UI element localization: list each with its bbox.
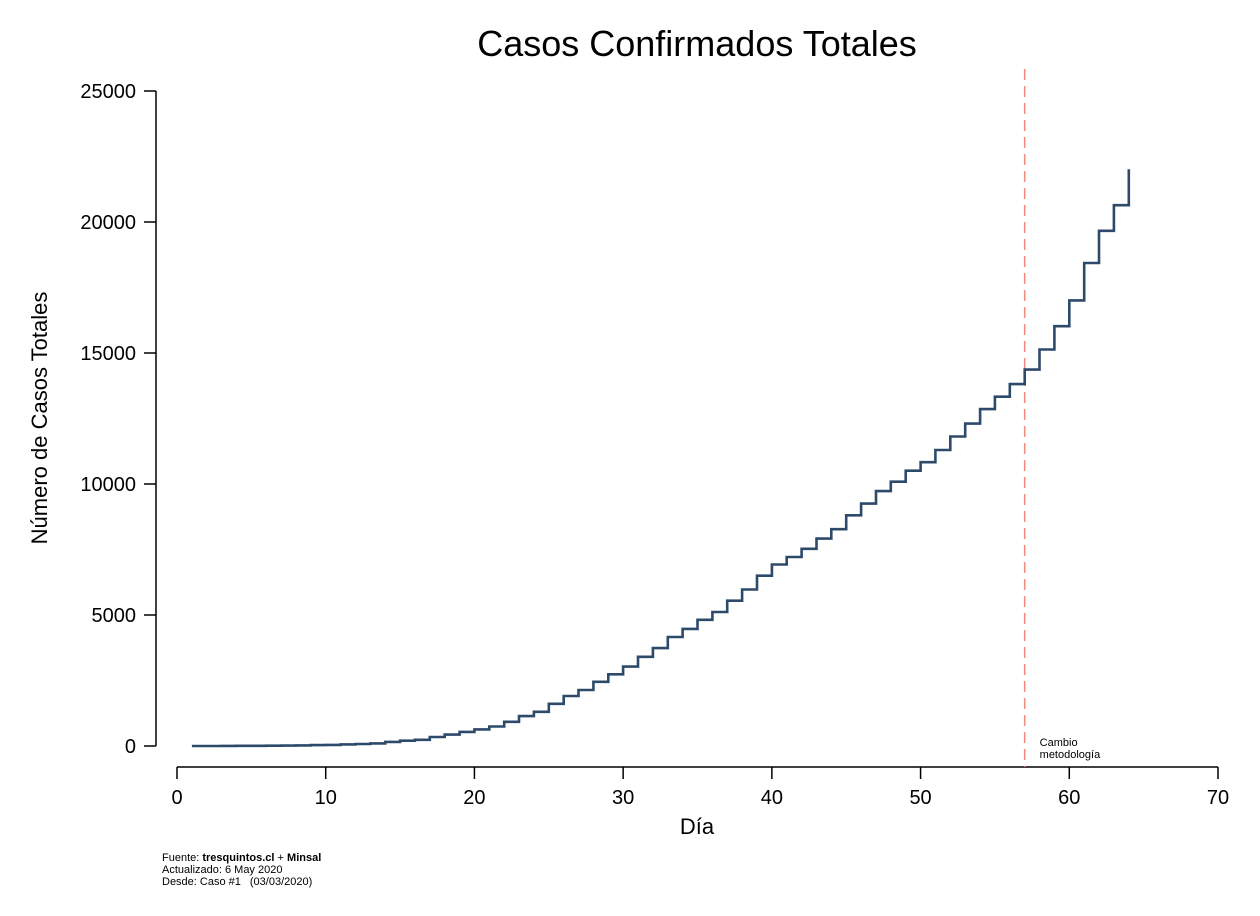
footer-source-join: + xyxy=(274,852,288,864)
x-tick-label: 60 xyxy=(1058,787,1080,809)
x-axis-label: Día xyxy=(680,814,715,839)
footer-since-label: Desde: Caso #1 xyxy=(162,876,241,888)
x-axis: 0 10 20 30 40 50 60 70 xyxy=(171,766,1229,809)
chart-title: Casos Confirmados Totales xyxy=(477,23,917,64)
y-tick-label: 5000 xyxy=(92,605,137,627)
y-tick-label: 15000 xyxy=(80,343,136,365)
y-tick-label: 0 xyxy=(125,736,136,758)
footer-since-line: Desde: Caso #1 (03/03/2020) xyxy=(162,876,321,888)
footer-since-date: (03/03/2020) xyxy=(249,876,313,888)
footer-source-line: Fuente: tresquintos.cl + Minsal xyxy=(162,852,321,864)
x-tick-label: 10 xyxy=(315,787,337,809)
y-tick-label: 20000 xyxy=(80,212,136,234)
footer-source-org: Minsal xyxy=(287,852,322,864)
x-tick-label: 30 xyxy=(612,787,634,809)
y-axis-label: Número de Casos Totales xyxy=(27,292,52,545)
footer-source-prefix: Fuente: xyxy=(162,852,203,864)
x-tick-label: 50 xyxy=(909,787,931,809)
source-footer: Fuente: tresquintos.cl + Minsal Actualiz… xyxy=(162,852,321,888)
x-tick-label: 20 xyxy=(463,787,485,809)
y-tick-label: 25000 xyxy=(80,81,136,103)
methodology-change-label: Cambio xyxy=(1040,737,1078,749)
cases-step-line xyxy=(191,169,1131,748)
footer-updated: Actualizado: 6 May 2020 xyxy=(162,864,283,876)
footer-source-site: tresquintos.cl xyxy=(202,852,275,864)
methodology-change-label: metodología xyxy=(1040,749,1101,761)
x-tick-label: 0 xyxy=(171,787,182,809)
y-axis: 0 5000 10000 15000 20000 25000 xyxy=(80,81,157,758)
x-tick-label: 40 xyxy=(761,787,783,809)
y-tick-label: 10000 xyxy=(80,474,136,496)
x-tick-label: 70 xyxy=(1207,787,1229,809)
